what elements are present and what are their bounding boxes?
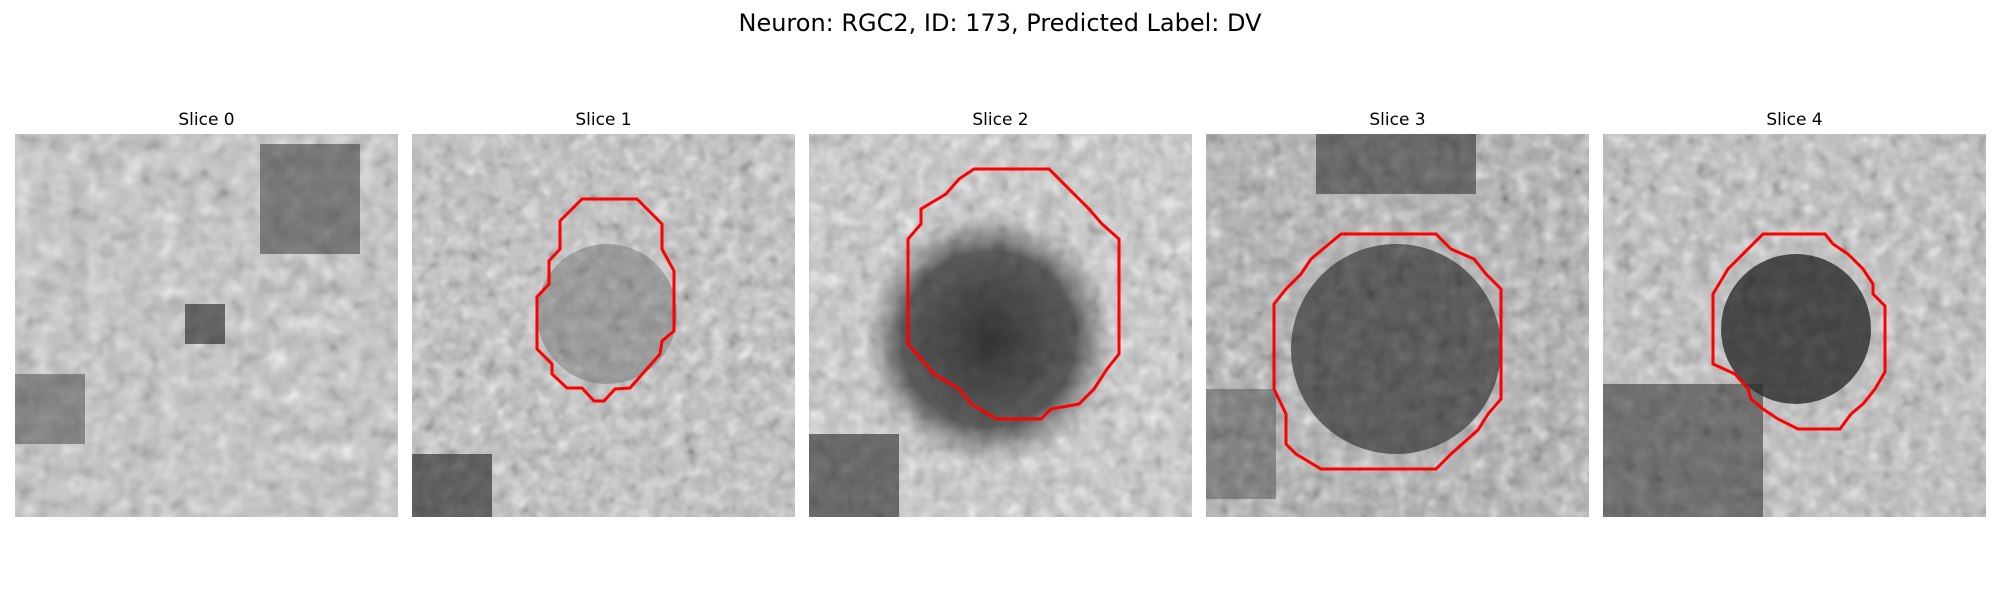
- slice-image-4: [1603, 134, 1986, 517]
- slice-panel-1: Slice 1: [412, 0, 795, 600]
- slice-title-3: Slice 3: [1206, 110, 1589, 130]
- slice-title-4: Slice 4: [1603, 110, 1986, 130]
- slice-panel-0: Slice 0: [15, 0, 398, 600]
- slice-title-0: Slice 0: [15, 110, 398, 130]
- slice-title-2: Slice 2: [809, 110, 1192, 130]
- slice-image-1: [412, 134, 795, 517]
- slice-image-2: [809, 134, 1192, 517]
- slice-image-3: [1206, 134, 1589, 517]
- slice-title-1: Slice 1: [412, 110, 795, 130]
- slice-panel-4: Slice 4: [1603, 0, 1986, 600]
- slice-image-0: [15, 134, 398, 517]
- slice-panel-3: Slice 3: [1206, 0, 1589, 600]
- slice-panel-2: Slice 2: [809, 0, 1192, 600]
